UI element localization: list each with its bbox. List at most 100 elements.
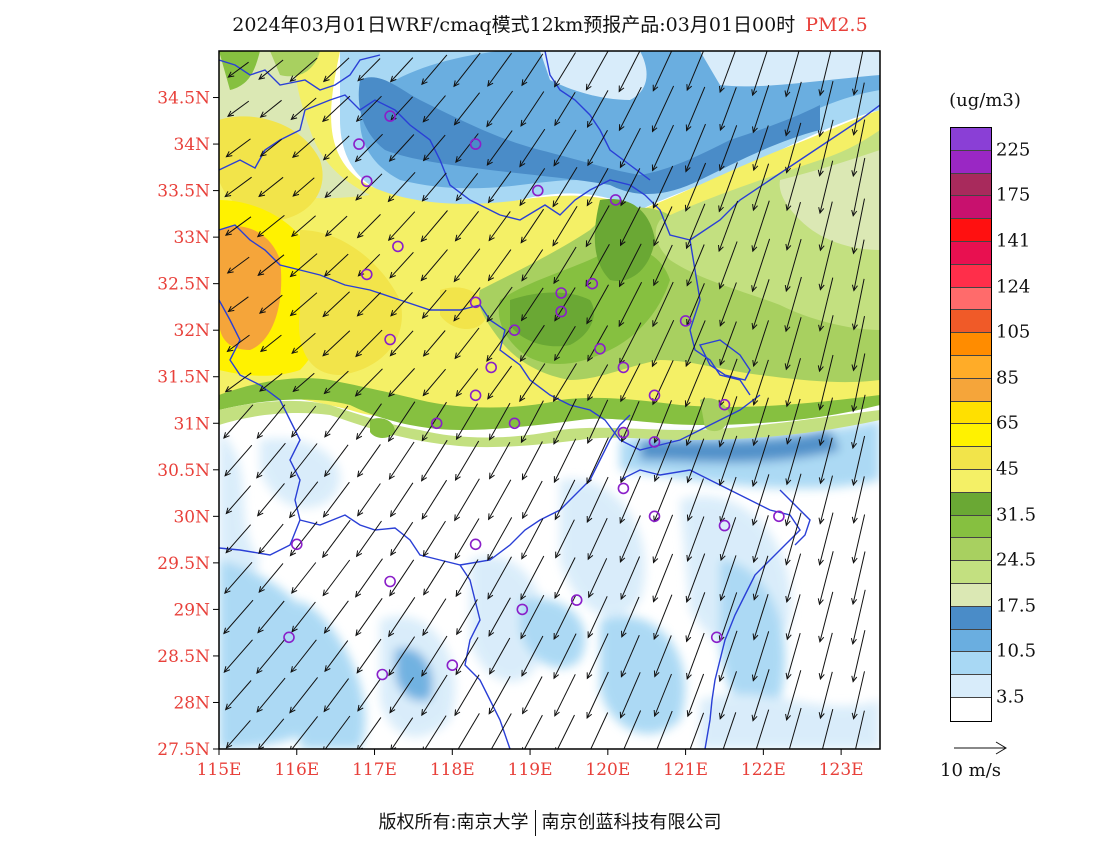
wind-arrow-head xyxy=(719,85,725,94)
legend-swatch xyxy=(951,561,991,584)
legend-swatch xyxy=(951,515,991,539)
wind-arrow xyxy=(355,598,383,636)
wind-arrow-head xyxy=(784,285,791,293)
wind-arrow xyxy=(227,334,250,352)
wind-arrow xyxy=(356,403,382,440)
lat-label: 30N xyxy=(173,507,210,527)
wind-arrow xyxy=(853,278,865,330)
wind-arrow xyxy=(289,57,318,82)
wind-arrow-head xyxy=(454,473,461,481)
footer-left: 版权所有:南京大学 xyxy=(378,812,529,833)
legend-swatch xyxy=(951,355,991,379)
wind-arrow xyxy=(486,90,514,127)
lon-label: 116E xyxy=(274,760,319,780)
wind-arrow xyxy=(256,677,286,713)
wind-arrow xyxy=(554,674,576,717)
wind-arrow xyxy=(557,714,575,749)
wind-arrow-head xyxy=(453,314,460,322)
wind-arrow xyxy=(390,482,414,517)
wind-arrow-head xyxy=(785,633,792,641)
wind-arrow-head xyxy=(388,630,395,638)
wind-arrow-head xyxy=(684,204,691,212)
wind-arrow xyxy=(819,277,834,331)
wind-arrow-head xyxy=(258,190,266,198)
wind-arrow-head xyxy=(227,305,235,313)
wind-arrow-head xyxy=(718,479,725,487)
wind-arrow xyxy=(455,559,479,597)
wind-arrow-head xyxy=(851,247,858,255)
wind-arrow-head xyxy=(851,364,858,372)
wind-arrow-head xyxy=(851,323,858,331)
title-main: 2024年03月01日WRF/cmaq模式12km预报产品:03月01日00时 xyxy=(232,14,796,36)
wind-arrow-head xyxy=(224,703,232,711)
wind-arrow xyxy=(554,557,576,599)
wind-arrow-head xyxy=(487,80,494,87)
wind-arrow xyxy=(553,398,577,445)
wind-arrow-head xyxy=(785,243,792,251)
wind-arrow xyxy=(292,138,315,158)
wind-arrow xyxy=(223,404,254,439)
wind-arrow xyxy=(852,157,866,216)
wind-arrow xyxy=(653,244,673,286)
legend-swatch xyxy=(951,196,991,220)
wind-arrow-head xyxy=(288,511,296,519)
wind-arrow-head xyxy=(292,151,299,158)
wind-arrow-head xyxy=(553,672,560,680)
wind-arrow xyxy=(853,198,865,254)
wind-arrow xyxy=(223,639,253,673)
wind-arrow xyxy=(753,359,769,405)
wind-arrow-head xyxy=(752,164,759,172)
wind-arrow xyxy=(719,321,737,366)
wind-arrow-head xyxy=(685,595,692,603)
wind-arrow xyxy=(453,248,481,282)
wind-arrow xyxy=(323,135,350,161)
wind-arrow xyxy=(687,673,705,717)
legend-tick-label: 65 xyxy=(996,412,1019,434)
wind-arrow-head xyxy=(850,637,857,646)
wind-arrow xyxy=(619,127,641,168)
station-marker xyxy=(555,287,568,299)
wind-arrow-head xyxy=(587,394,593,402)
wind-arrow xyxy=(785,473,802,526)
wind-arrow-head xyxy=(851,128,858,136)
wind-arrow xyxy=(488,249,512,281)
wind-arrow-head xyxy=(256,667,263,674)
wind-arrow xyxy=(585,51,609,91)
wind-arrow xyxy=(454,674,480,716)
wind-arrow xyxy=(421,401,447,441)
wind-arrow-head xyxy=(852,88,858,96)
wind-arrow-head xyxy=(520,314,528,322)
wind-arrow xyxy=(620,363,641,402)
wind-arrow-head xyxy=(586,199,593,207)
wind-arrow-head xyxy=(455,156,462,164)
monitoring-stations xyxy=(283,110,785,681)
wind-arrow xyxy=(654,635,672,677)
wind-arrow-head xyxy=(817,130,824,138)
wind-arrow xyxy=(488,479,512,520)
wind-arrow xyxy=(686,397,705,446)
wind-arrow xyxy=(820,437,833,484)
wind-arrow-head xyxy=(818,558,824,566)
wind-arrow xyxy=(621,401,640,442)
wind-arrow xyxy=(520,400,544,443)
wind-arrow xyxy=(753,397,769,446)
wind-arrow-head xyxy=(422,115,429,123)
lon-label: 118E xyxy=(430,760,475,780)
wind-arrow-head xyxy=(522,512,528,520)
wind-arrow-head xyxy=(259,111,267,118)
wind-arrow-head xyxy=(519,199,526,207)
legend-swatch xyxy=(951,287,991,311)
station-marker xyxy=(446,659,459,672)
wind-arrow xyxy=(586,671,609,719)
wind-arrow-head xyxy=(223,432,230,439)
wind-arrow xyxy=(258,718,285,749)
wind-arrow-head xyxy=(256,230,264,238)
wind-arrow xyxy=(258,563,284,593)
wind-arrow-head xyxy=(389,349,397,357)
wind-arrow-head xyxy=(752,360,759,368)
station-marker xyxy=(718,519,731,532)
wind-arrow xyxy=(322,519,351,558)
wind-arrow-head xyxy=(487,553,493,562)
legend-swatch xyxy=(951,675,991,698)
wind-arrow xyxy=(227,256,250,274)
